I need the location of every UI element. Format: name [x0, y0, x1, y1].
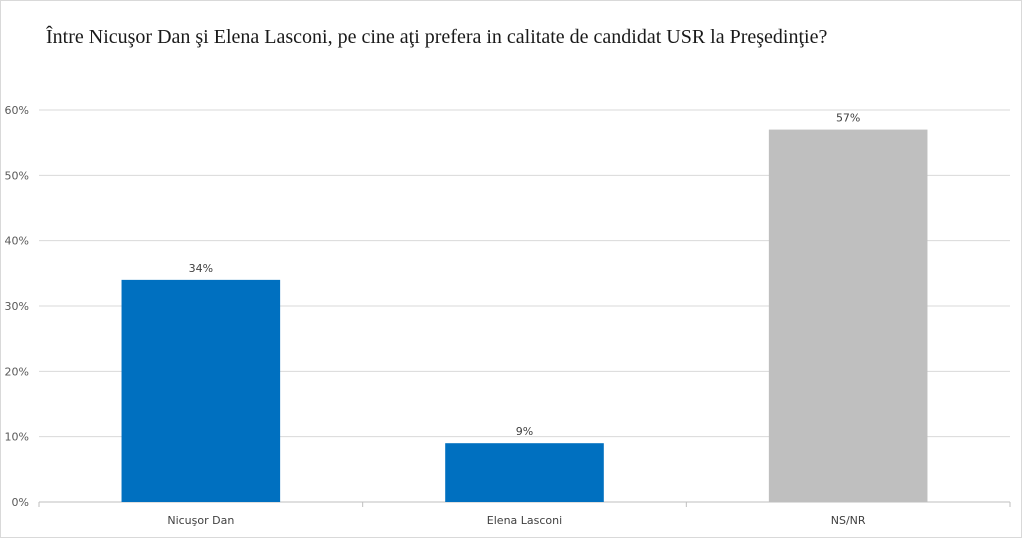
y-tick-label: 30% — [5, 300, 29, 313]
data-label: 9% — [516, 425, 533, 438]
data-label: 57% — [836, 112, 860, 125]
y-tick-label: 20% — [5, 365, 29, 378]
category-label: NS/NR — [831, 514, 866, 527]
bar-2 — [768, 129, 928, 502]
y-tick-label: 50% — [5, 169, 29, 182]
category-label: Elena Lasconi — [487, 514, 562, 527]
data-label: 34% — [189, 262, 213, 275]
category-labels: Nicuşor Dan Elena Lasconi NS/NR — [167, 514, 866, 527]
y-tick-label: 60% — [5, 104, 29, 117]
bar-1 — [445, 443, 604, 502]
y-tick-label: 10% — [5, 431, 29, 444]
category-label: Nicuşor Dan — [167, 514, 234, 527]
y-tick-label: 0% — [12, 496, 29, 509]
bars — [121, 129, 928, 502]
bar-0 — [121, 279, 281, 502]
data-labels: 34% 9% 57% — [189, 112, 861, 439]
y-tick-label: 40% — [5, 235, 29, 248]
chart-title: Între Nicuşor Dan şi Elena Lasconi, pe c… — [46, 26, 828, 48]
y-axis-tick-labels: 0% 10% 20% 30% 40% 50% 60% — [5, 104, 29, 509]
